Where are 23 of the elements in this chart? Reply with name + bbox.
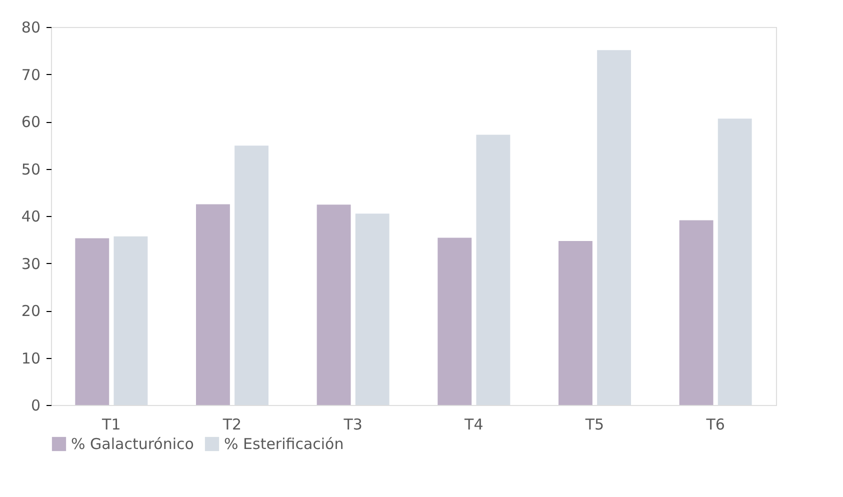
x-tick-label: T2	[222, 416, 242, 434]
x-tick-label: T6	[705, 416, 725, 434]
bar	[558, 241, 592, 405]
y-tick-label: 40	[21, 208, 40, 226]
legend-label: % Galacturónico	[71, 435, 194, 453]
y-tick-label: 20	[21, 302, 40, 320]
y-tick-label: 80	[21, 18, 40, 36]
x-tick-label: T5	[584, 416, 604, 434]
bar	[196, 204, 230, 405]
bar	[316, 204, 351, 405]
x-tick-label: T4	[464, 416, 484, 434]
legend-label: % Esterificación	[224, 435, 344, 453]
x-tick-label: T1	[101, 416, 121, 434]
y-tick-label: 0	[30, 396, 40, 414]
bar	[679, 220, 714, 405]
bar	[438, 238, 472, 405]
y-tick-label: 50	[21, 160, 40, 178]
y-tick-label: 60	[21, 113, 40, 131]
y-tick-label: 30	[21, 254, 40, 273]
x-tick-label: T3	[342, 416, 362, 434]
y-tick-label: 70	[21, 66, 40, 84]
y-tick-label: 10	[21, 349, 40, 368]
bar	[75, 238, 110, 405]
